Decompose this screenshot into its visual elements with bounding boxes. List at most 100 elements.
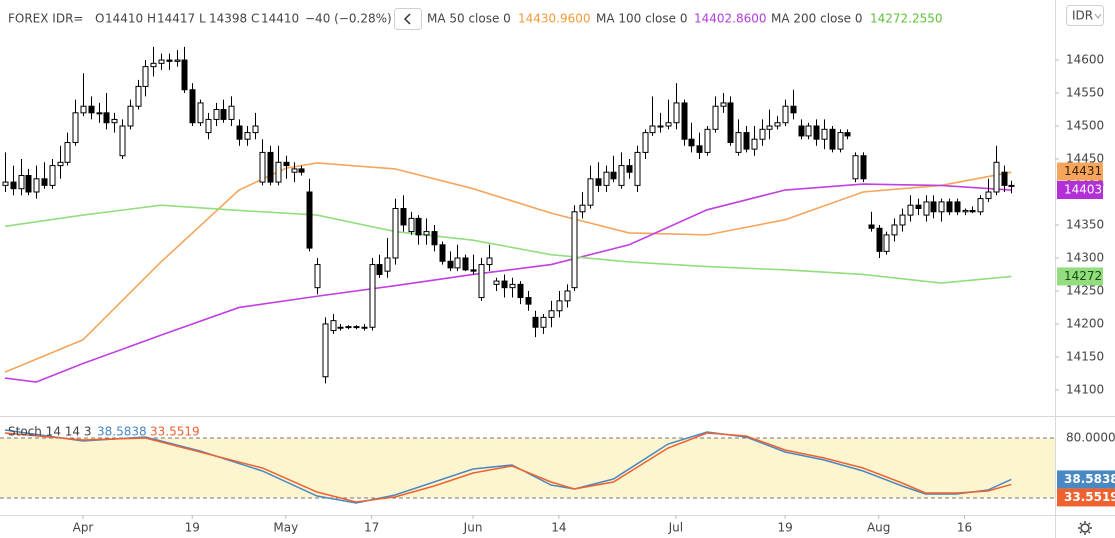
y-tick-label: 14150 [1066, 349, 1104, 363]
x-tick-label: 17 [364, 521, 379, 535]
candle-body [2, 181, 9, 186]
x-tick-label: May [273, 521, 298, 535]
candle-body [962, 209, 969, 213]
candle-body [408, 217, 415, 233]
candle-body [985, 191, 992, 200]
candle-body [532, 316, 539, 328]
candle-body [49, 165, 56, 186]
y-tick-label: 14500 [1066, 119, 1104, 133]
settings-button[interactable] [1078, 521, 1092, 535]
candle-body [88, 105, 95, 114]
stoch-legend-value: 33.5519 [150, 425, 200, 439]
candle-body [673, 102, 680, 124]
candle-body [267, 151, 274, 183]
candle-body [259, 151, 266, 183]
currency-button[interactable]: IDR [1066, 5, 1104, 26]
candle-body [688, 138, 695, 147]
candle-body [977, 198, 984, 213]
candle-body [57, 161, 64, 167]
candle-body [439, 244, 446, 262]
candle-body [665, 122, 672, 127]
candle-body [119, 125, 126, 157]
candle-body [509, 283, 516, 289]
candle-body [478, 264, 485, 299]
legend-name: MA 50 close 0 [427, 12, 511, 26]
candle-body [486, 257, 493, 266]
candle-body [517, 283, 524, 299]
candle-body [993, 161, 1000, 193]
candle-body [938, 201, 945, 213]
candle-body [166, 59, 173, 62]
candle-body [891, 224, 898, 236]
line [4, 204, 1012, 284]
candle-body [696, 145, 703, 153]
candle-body [337, 326, 344, 329]
candle-body [244, 132, 251, 140]
candle-body [330, 320, 337, 332]
caret-icon [1094, 13, 1102, 19]
candle-body [907, 204, 914, 216]
candle-body [205, 118, 212, 134]
currency-box[interactable] [1066, 5, 1104, 26]
candle-body [369, 264, 376, 328]
x-tick-label: Aug [867, 521, 890, 535]
candle-body [400, 207, 407, 226]
symbol-title: FOREX IDR= [8, 12, 83, 26]
candle-body [556, 300, 563, 312]
candle-body [852, 155, 859, 180]
candle-body [1001, 171, 1008, 186]
stoch-band [0, 438, 1055, 498]
value-badge [1057, 488, 1115, 507]
candle-body [751, 138, 758, 150]
chevron-button[interactable] [394, 8, 422, 30]
candle-body [127, 105, 134, 127]
candle-body [283, 161, 290, 167]
candle-body [876, 227, 883, 252]
chevron-icon [403, 13, 411, 25]
y-tick-label: 14550 [1066, 86, 1104, 100]
candle-body [642, 132, 649, 153]
candle-body [946, 201, 953, 213]
candle-body [735, 132, 742, 153]
ohlc-value: 14398 [209, 12, 247, 26]
price-badge-label: 14272 [1064, 269, 1102, 283]
legend-name: MA 200 close 0 [771, 12, 862, 26]
ohlc-key: H [147, 12, 156, 26]
candle-body [868, 224, 875, 229]
candle-body [626, 165, 633, 173]
candle-body [915, 204, 922, 209]
marks [2, 46, 1015, 504]
line [4, 432, 1012, 503]
candle-body [361, 326, 368, 329]
candle-body [595, 178, 602, 186]
candle-body [213, 109, 220, 120]
legend-value: 14402.8600 [694, 12, 767, 26]
candle-body [447, 260, 454, 269]
candle-body [571, 211, 578, 289]
candle-body [236, 125, 243, 140]
ohlc-key: L [199, 12, 206, 26]
candle-body [111, 118, 118, 124]
ohlc-value: 14410 [261, 12, 299, 26]
candle-body [431, 231, 438, 246]
candle-body [790, 105, 797, 114]
candle-body [41, 178, 48, 186]
candle-body [821, 128, 828, 140]
candle-body [969, 209, 976, 213]
candle-body [96, 112, 103, 115]
candle-body [610, 171, 617, 180]
candle-body [189, 89, 196, 124]
candle-body [712, 105, 719, 130]
candle-body [181, 59, 188, 91]
collapse-button[interactable] [394, 8, 422, 30]
candle-body [423, 231, 430, 236]
candle-body [384, 257, 391, 272]
candle-body [618, 165, 625, 186]
price-badge [1057, 181, 1103, 200]
candle-body [837, 132, 844, 150]
candle-body [314, 264, 321, 289]
candle-body [704, 128, 711, 153]
x-tick-label: Jun [463, 521, 483, 535]
candle-body [930, 201, 937, 213]
